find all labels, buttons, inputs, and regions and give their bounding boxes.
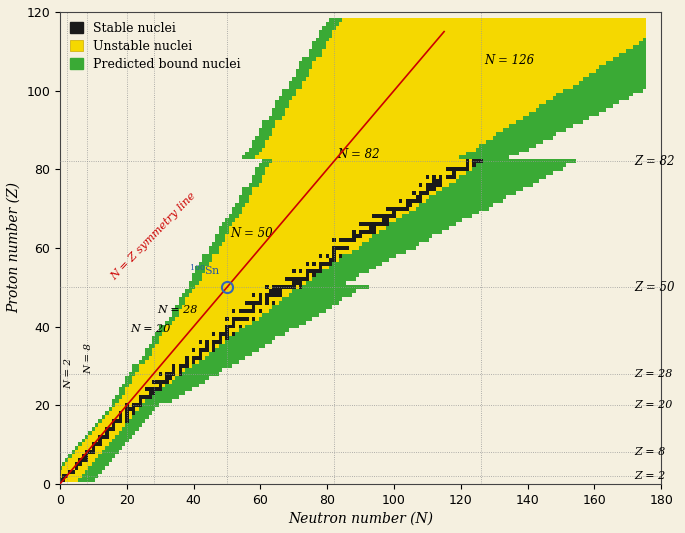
Text: $\mathregular{^{100}}$Sn: $\mathregular{^{100}}$Sn — [188, 263, 221, 277]
Text: Z = 8: Z = 8 — [634, 447, 666, 457]
Text: Z = 2: Z = 2 — [634, 471, 666, 481]
X-axis label: Neutron number (N): Neutron number (N) — [288, 512, 433, 526]
Text: N = 20: N = 20 — [130, 325, 171, 334]
Text: N = 82: N = 82 — [337, 148, 380, 161]
Legend: Stable nuclei, Unstable nuclei, Predicted bound nuclei: Stable nuclei, Unstable nuclei, Predicte… — [66, 18, 244, 75]
Text: Z = 82: Z = 82 — [634, 155, 675, 168]
Y-axis label: Proton number (Z): Proton number (Z) — [7, 182, 21, 313]
Text: N = 28: N = 28 — [157, 305, 197, 314]
Text: N = 126: N = 126 — [484, 54, 534, 67]
Text: N = 8: N = 8 — [84, 343, 93, 374]
Text: N = Z symmetry line: N = Z symmetry line — [109, 190, 198, 282]
Text: Z = 50: Z = 50 — [634, 281, 675, 294]
Text: Z = 28: Z = 28 — [634, 369, 673, 378]
Text: N = 2: N = 2 — [64, 358, 73, 390]
Text: N = 50: N = 50 — [230, 227, 273, 240]
Text: Z = 20: Z = 20 — [634, 400, 673, 410]
